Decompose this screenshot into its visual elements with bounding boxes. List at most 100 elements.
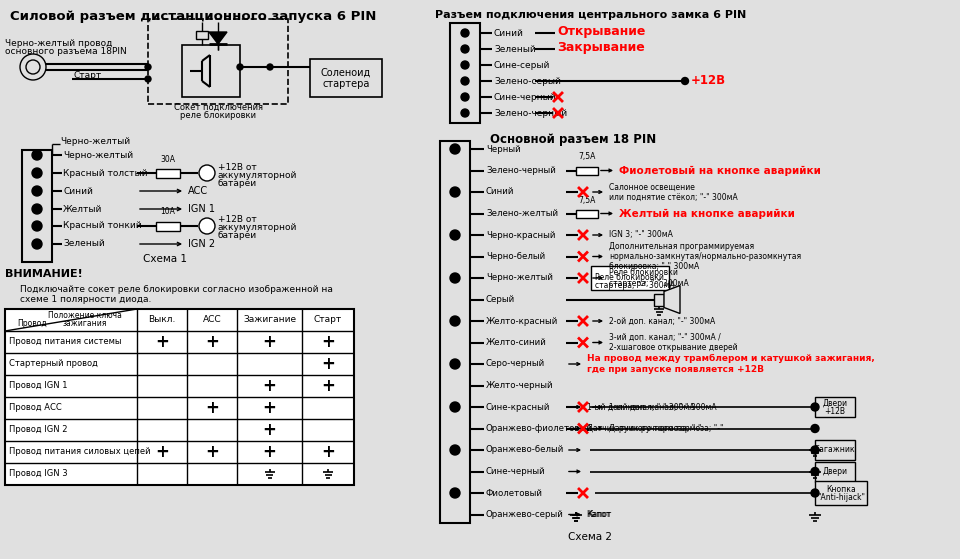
Text: Серый: Серый xyxy=(486,295,516,304)
Text: +: + xyxy=(156,443,169,461)
Text: Дополнительная программируемая
нормально-замкнутая/нормально-разомкнутая
блокиро: Дополнительная программируемая нормально… xyxy=(609,241,802,272)
Text: Провод IGN 1: Провод IGN 1 xyxy=(9,381,67,391)
Text: Капот: Капот xyxy=(586,510,611,519)
Text: +: + xyxy=(321,443,335,461)
Text: +12В: +12В xyxy=(691,74,726,88)
Text: 7,5А: 7,5А xyxy=(578,196,596,205)
Text: 3-ий доп. канал; "-" 300мА /
2-хшаговое открывание дверей: 3-ий доп. канал; "-" 300мА / 2-хшаговое … xyxy=(609,333,737,352)
Text: Зеленый: Зеленый xyxy=(63,239,105,249)
Circle shape xyxy=(199,165,215,181)
Text: Оранжево-белый: Оранжево-белый xyxy=(486,446,564,454)
Text: Основной разъем 18 PIN: Основной разъем 18 PIN xyxy=(490,132,657,145)
Text: IGN 2: IGN 2 xyxy=(188,239,215,249)
Text: +: + xyxy=(263,333,276,351)
Text: Схема 2: Схема 2 xyxy=(568,532,612,542)
Text: 7,5А: 7,5А xyxy=(578,153,596,162)
Bar xyxy=(815,462,855,481)
Polygon shape xyxy=(209,32,227,44)
Circle shape xyxy=(450,316,460,326)
Text: 30А: 30А xyxy=(160,154,176,163)
Text: Кнопка: Кнопка xyxy=(827,485,856,494)
Text: Синий: Синий xyxy=(63,187,93,196)
Text: Фиолетовый на кнопке аварийки: Фиолетовый на кнопке аварийки xyxy=(619,165,821,176)
Text: Черно-красный: Черно-красный xyxy=(486,230,556,239)
Text: Зелено-желтый: Зелено-желтый xyxy=(486,209,558,218)
Text: ВНИМАНИЕ!: ВНИМАНИЕ! xyxy=(5,269,83,279)
Text: стартера; "-" 300мА: стартера; "-" 300мА xyxy=(595,282,675,291)
Text: Желто-черный: Желто-черный xyxy=(486,381,554,390)
Text: Датчик ручного тормоза; "-": Датчик ручного тормоза; "-" xyxy=(609,424,724,433)
Text: Зелено-серый: Зелено-серый xyxy=(494,77,561,86)
Circle shape xyxy=(682,78,688,84)
Text: Сине-серый: Сине-серый xyxy=(494,60,550,69)
Text: 2-ой доп. канал; "-" 300мА: 2-ой доп. канал; "-" 300мА xyxy=(609,316,715,325)
Circle shape xyxy=(461,45,469,53)
Bar xyxy=(450,23,480,123)
Circle shape xyxy=(267,64,273,70)
Circle shape xyxy=(145,76,151,82)
Text: +: + xyxy=(321,355,335,373)
Text: "Anti-hijack": "Anti-hijack" xyxy=(817,492,865,501)
Circle shape xyxy=(811,424,819,433)
Text: 10А: 10А xyxy=(160,207,176,216)
Text: +: + xyxy=(321,333,335,351)
Text: 1-ый доп. канал; "-" 300мА: 1-ый доп. канал; "-" 300мА xyxy=(587,402,695,411)
Text: Оранжево-серый: Оранжево-серый xyxy=(486,510,564,519)
Text: Желтый: Желтый xyxy=(63,205,103,214)
Text: Двери: Двери xyxy=(823,467,848,476)
Text: батареи: батареи xyxy=(218,231,257,240)
Text: Провод питания системы: Провод питания системы xyxy=(9,338,122,347)
Circle shape xyxy=(26,60,40,74)
Text: Сине-черный: Сине-черный xyxy=(494,92,557,102)
Text: Зелено-черный: Зелено-черный xyxy=(486,166,556,175)
Circle shape xyxy=(461,61,469,69)
Circle shape xyxy=(450,402,460,412)
Bar xyxy=(815,481,867,505)
Circle shape xyxy=(450,273,460,283)
Bar xyxy=(148,19,288,104)
Circle shape xyxy=(461,109,469,117)
Text: На провод между трамблером и катушкой зажигания,
где при запуске появляется +12В: На провод между трамблером и катушкой за… xyxy=(587,354,875,374)
Text: IGN 3; "-" 300мА: IGN 3; "-" 300мА xyxy=(609,230,673,239)
Text: +: + xyxy=(263,399,276,417)
Text: АСС: АСС xyxy=(188,186,208,196)
Text: Положение ключа: Положение ключа xyxy=(48,311,122,320)
Text: аккумуляторной: аккумуляторной xyxy=(218,224,298,233)
Text: +: + xyxy=(156,333,169,351)
Text: Схема 1: Схема 1 xyxy=(143,254,187,264)
Text: +: + xyxy=(205,399,219,417)
Text: +12В: +12В xyxy=(825,408,846,416)
Bar xyxy=(654,293,664,306)
Text: Черно-желтый: Черно-желтый xyxy=(63,150,133,159)
Text: +: + xyxy=(263,377,276,395)
Circle shape xyxy=(199,218,215,234)
Bar xyxy=(591,266,669,290)
Circle shape xyxy=(461,29,469,37)
Circle shape xyxy=(32,204,42,214)
Circle shape xyxy=(32,239,42,249)
Text: Черно-желтый: Черно-желтый xyxy=(60,138,131,146)
Circle shape xyxy=(450,187,460,197)
Text: схеме 1 полярности диода.: схеме 1 полярности диода. xyxy=(20,295,152,304)
Text: Провод питания силовых цепей: Провод питания силовых цепей xyxy=(9,448,151,457)
Text: Подключайте сокет реле блокировки согласно изображенной на: Подключайте сокет реле блокировки соглас… xyxy=(20,285,333,293)
Text: Черно-желтый: Черно-желтый xyxy=(486,273,553,282)
Text: Сине-черный: Сине-черный xyxy=(486,467,545,476)
Text: Синий: Синий xyxy=(486,187,515,197)
Circle shape xyxy=(811,403,819,411)
Text: IGN 1: IGN 1 xyxy=(188,204,215,214)
Circle shape xyxy=(32,186,42,196)
Text: +: + xyxy=(263,443,276,461)
Text: Старт: Старт xyxy=(74,70,103,79)
Text: Багажник: Багажник xyxy=(815,446,855,454)
Text: Провод IGN 2: Провод IGN 2 xyxy=(9,425,67,434)
Text: аккумуляторной: аккумуляторной xyxy=(218,170,298,179)
Text: Желто-синий: Желто-синий xyxy=(486,338,547,347)
Text: Капот: Капот xyxy=(587,510,612,519)
Text: Оранжево-фиолетовый: Оранжево-фиолетовый xyxy=(486,424,593,433)
Text: Двери: Двери xyxy=(823,400,848,409)
Text: батареи: батареи xyxy=(218,178,257,187)
Text: +: + xyxy=(205,333,219,351)
Text: +: + xyxy=(321,377,335,395)
Text: Сине-красный: Сине-красный xyxy=(486,402,550,411)
